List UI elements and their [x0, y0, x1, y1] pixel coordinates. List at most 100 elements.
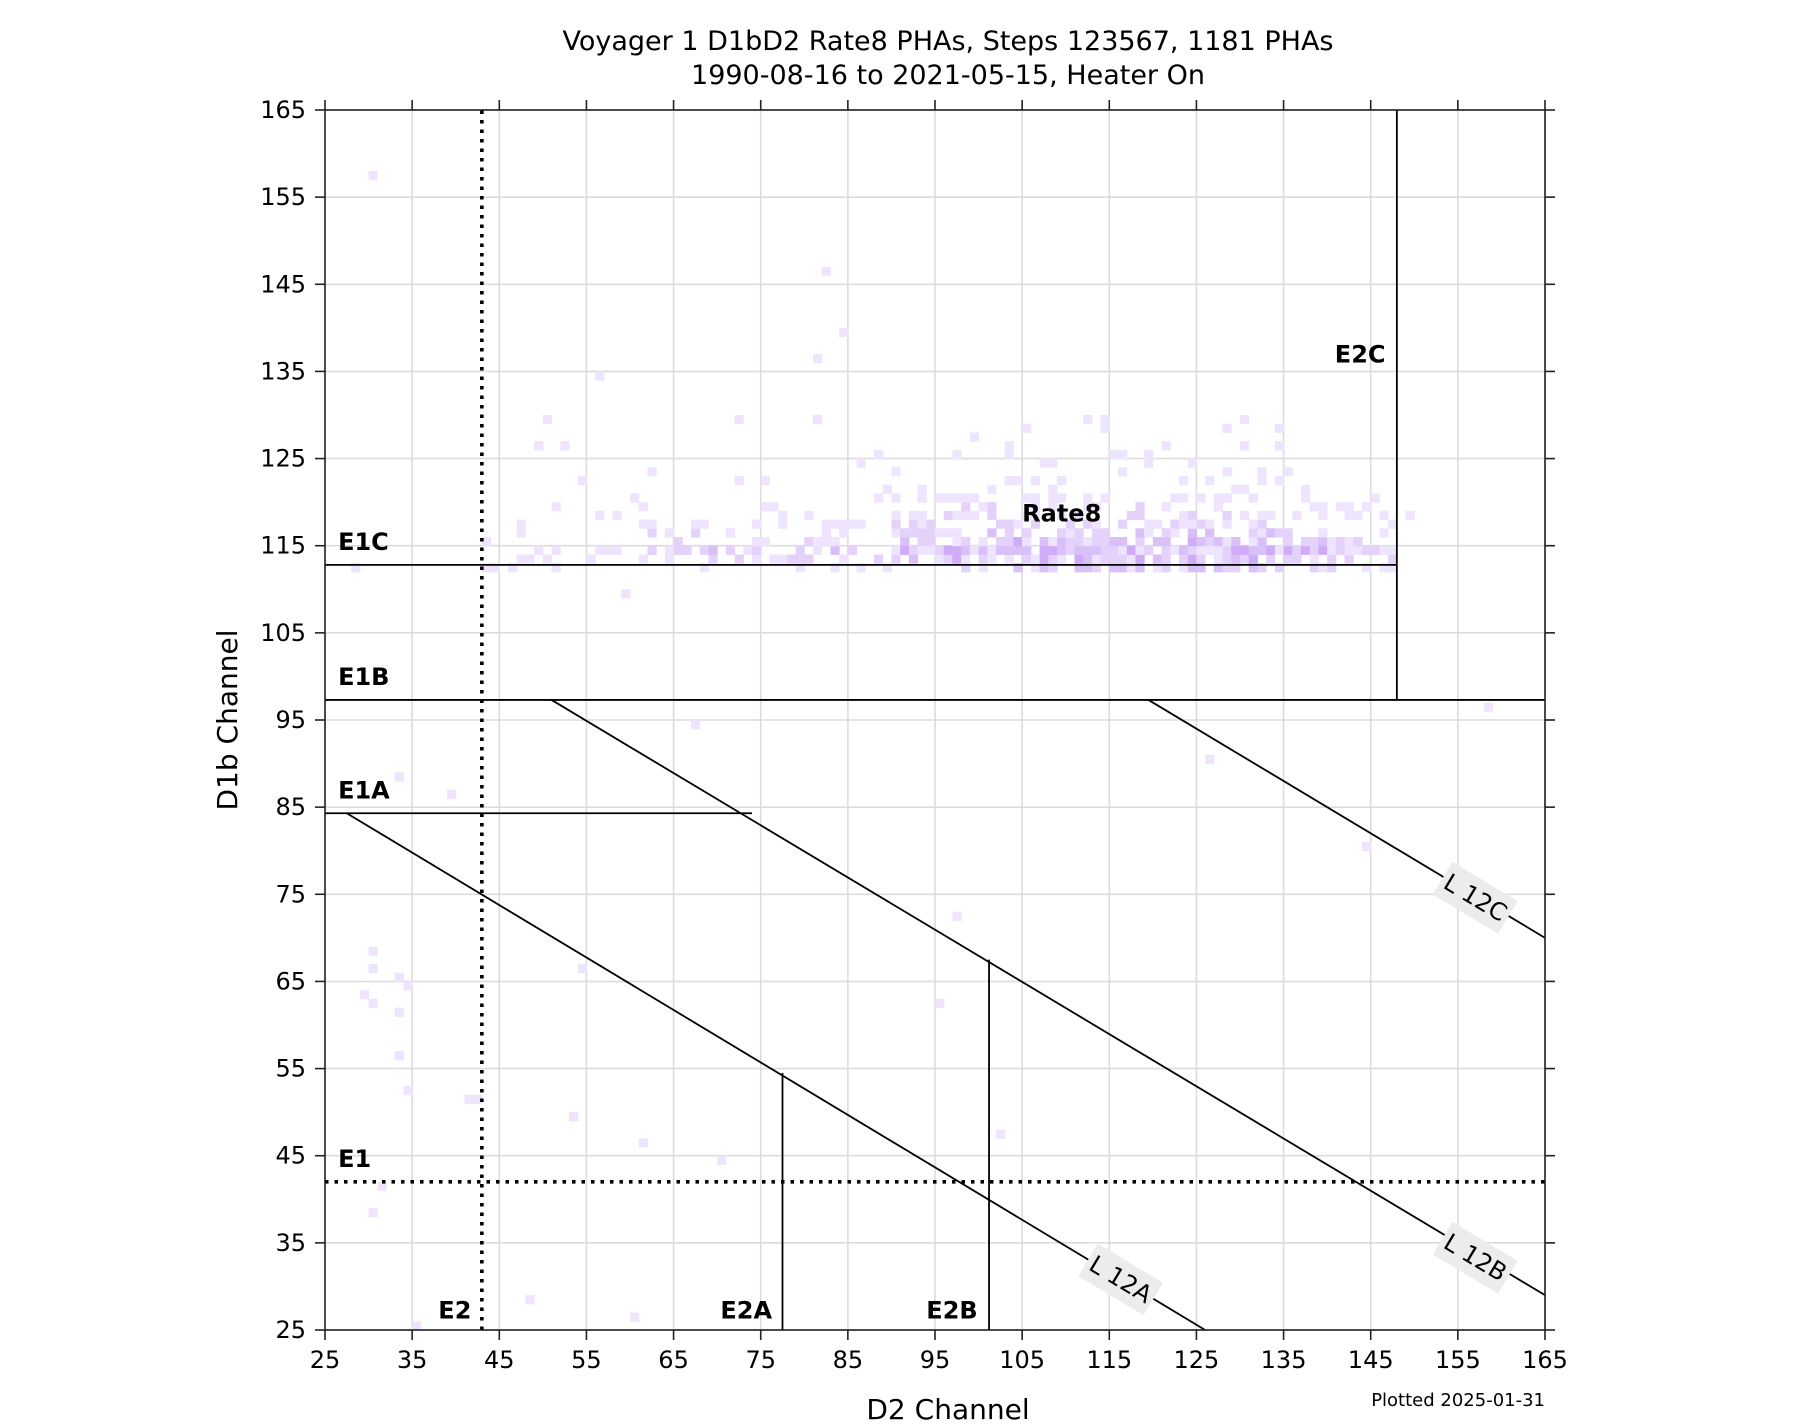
histogram-cell — [943, 493, 953, 503]
histogram-cell — [1301, 537, 1311, 547]
histogram-cell — [961, 563, 971, 573]
histogram-cell — [1100, 537, 1110, 547]
histogram-cell — [1152, 563, 1163, 573]
histogram-cell — [1091, 537, 1102, 547]
histogram-cell — [1126, 545, 1136, 555]
histogram-cell — [1222, 519, 1232, 529]
y-tick-label: 95 — [275, 706, 306, 734]
histogram-cell — [1344, 554, 1354, 564]
histogram-cell — [830, 545, 840, 555]
x-tick-label: 145 — [1348, 1346, 1394, 1374]
histogram-cell — [699, 563, 709, 573]
histogram-cell — [1353, 545, 1363, 555]
histogram-cell — [1004, 554, 1014, 564]
histogram-cell — [1022, 554, 1032, 564]
histogram-cell — [839, 528, 849, 538]
x-tick-label: 85 — [833, 1346, 864, 1374]
chart-title: Voyager 1 D1bD2 Rate8 PHAs, Steps 123567… — [562, 26, 1333, 57]
histogram-cell — [1039, 554, 1049, 564]
histogram-cell — [734, 554, 744, 564]
histogram-cell — [1196, 545, 1206, 555]
histogram-cell — [830, 519, 840, 529]
histogram-cell — [1370, 493, 1380, 503]
histogram-cell — [1257, 537, 1267, 547]
histogram-cell — [1187, 554, 1197, 564]
y-tick-label: 135 — [260, 357, 306, 385]
histogram-cell — [900, 528, 910, 538]
histogram-cell-outlier — [595, 371, 605, 381]
histogram-cell — [891, 554, 901, 564]
x-tick-label: 65 — [658, 1346, 689, 1374]
histogram-cell-outlier — [368, 171, 378, 181]
histogram-cell — [1030, 519, 1041, 529]
histogram-cell — [1030, 554, 1041, 564]
histogram-cell — [577, 476, 587, 486]
histogram-cell — [952, 493, 962, 503]
histogram-cell — [1161, 545, 1171, 555]
histogram-cell — [1266, 510, 1276, 521]
histogram-cell-outlier — [525, 1295, 535, 1305]
histogram-cell — [1118, 449, 1128, 460]
histogram-cell — [804, 537, 814, 547]
histogram-cell — [1144, 519, 1154, 529]
histogram-cell — [1179, 519, 1189, 529]
histogram-cell — [1013, 476, 1023, 486]
histogram-cell — [1048, 545, 1058, 555]
histogram-cell — [1179, 545, 1189, 555]
histogram-cell — [1118, 467, 1128, 477]
histogram-cell-outlier — [638, 1138, 648, 1148]
histogram-cell — [943, 545, 953, 555]
y-tick-label: 85 — [275, 793, 306, 821]
histogram-cell — [1283, 537, 1293, 547]
histogram-cell-outlier — [630, 1312, 640, 1322]
histogram-cell — [1222, 545, 1232, 555]
histogram-cell-outlier — [621, 589, 631, 599]
histogram-cell — [1083, 493, 1093, 503]
histogram-cell — [943, 554, 953, 564]
histogram-cell — [917, 528, 927, 538]
histogram-cell — [673, 545, 683, 555]
histogram-cell — [1048, 537, 1058, 547]
histogram-cell-outlier — [577, 964, 587, 974]
histogram-cell — [760, 537, 770, 547]
histogram-cell — [961, 493, 971, 503]
histogram-cell — [1344, 545, 1354, 555]
histogram-cell — [1152, 554, 1163, 564]
histogram-cell — [1205, 545, 1215, 555]
histogram-cell — [1048, 458, 1058, 468]
histogram-cell — [891, 510, 901, 521]
histogram-cell — [1335, 537, 1346, 547]
histogram-cell — [1004, 545, 1014, 555]
y-tick-label: 105 — [260, 619, 306, 647]
x-tick-label: 75 — [745, 1346, 776, 1374]
histogram-cell — [1109, 563, 1119, 573]
histogram-cell — [673, 537, 683, 547]
histogram-cell — [551, 502, 561, 512]
histogram-cell — [1144, 449, 1154, 460]
histogram-cell-outlier — [473, 1094, 483, 1104]
histogram-cell-outlier — [935, 998, 945, 1009]
histogram-cell — [917, 537, 927, 547]
histogram-cell — [882, 563, 892, 573]
histogram-cell — [1388, 554, 1398, 564]
histogram-cell — [952, 510, 962, 521]
histogram-cell — [996, 537, 1006, 547]
histogram-cell — [1222, 563, 1232, 573]
histogram-cell-outlier — [368, 964, 378, 974]
region-label-e2: E2 — [438, 1297, 471, 1325]
histogram-cell — [961, 510, 971, 521]
histogram-cell — [1091, 519, 1102, 529]
histogram-cell — [1170, 545, 1180, 555]
histogram-cell — [926, 528, 936, 538]
histogram-cell — [647, 528, 657, 538]
histogram-cell — [1318, 537, 1328, 547]
histogram-cell — [1065, 519, 1075, 529]
histogram-cell — [1039, 545, 1049, 555]
histogram-cell — [508, 563, 518, 573]
histogram-cell — [1205, 537, 1215, 547]
histogram-cell — [1283, 554, 1293, 564]
histogram-cell — [1013, 519, 1023, 529]
histogram-cell — [1248, 554, 1258, 564]
histogram-cell — [1074, 554, 1084, 564]
